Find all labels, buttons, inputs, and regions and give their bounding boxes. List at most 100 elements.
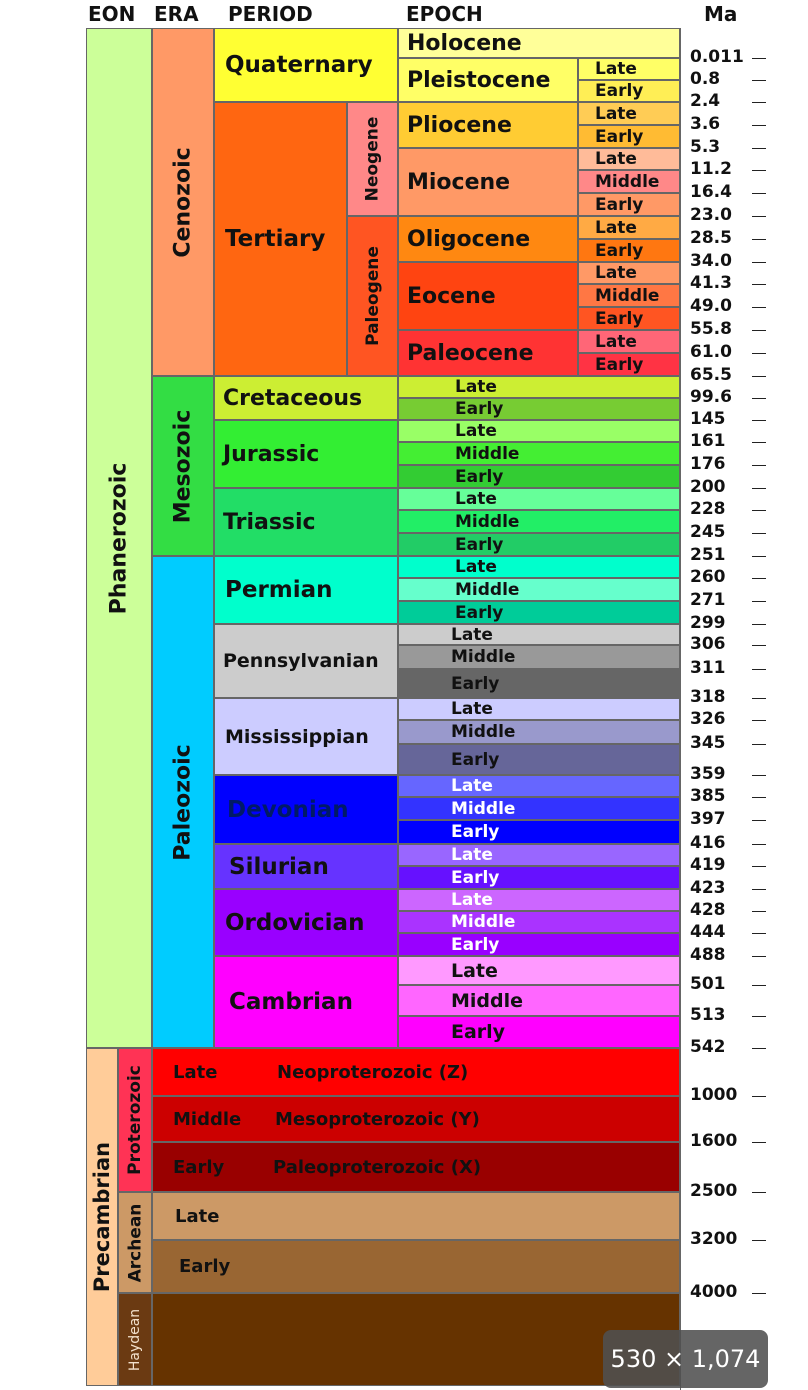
- epoch-holocene: Holocene: [398, 28, 680, 58]
- period-jurassic: Jurassic: [214, 420, 398, 488]
- stage-label: Early: [595, 126, 644, 147]
- ma-label: 326: [690, 709, 726, 729]
- subera-label: Neoproterozoic (Z): [277, 1061, 469, 1083]
- header-eon: EON: [88, 2, 136, 26]
- ma-label: 4000: [690, 1282, 738, 1302]
- stage-pleistocene-early: Early: [578, 80, 680, 102]
- era-label: Paleozoic: [170, 743, 196, 861]
- period-triassic: Triassic: [214, 488, 398, 556]
- period-pennsylvanian: Pennsylvanian: [214, 624, 398, 698]
- ma-label: 65.5: [690, 365, 732, 385]
- ma-tick: [752, 353, 766, 354]
- ma-tick: [752, 420, 766, 421]
- ma-tick: [752, 744, 766, 745]
- period-label: Cretaceous: [223, 385, 363, 411]
- stage-label: Late: [595, 263, 637, 283]
- stage-label: Middle: [451, 912, 516, 932]
- epoch-label: Pleistocene: [407, 67, 551, 93]
- period-permian: Permian: [214, 556, 398, 624]
- epoch-devonian-late: Late: [398, 775, 680, 797]
- eon-label: Phanerozoic: [106, 462, 132, 614]
- ma-tick: [752, 1192, 766, 1193]
- era-mesozoic: Mesozoic: [152, 376, 214, 556]
- ma-label: 306: [690, 634, 726, 654]
- stage-label: Middle: [451, 989, 524, 1012]
- epoch-triassic-late: Late: [398, 488, 680, 510]
- epoch-mississippian-early: Early: [398, 744, 680, 775]
- precambrian-row-paleoproterozoic: Early Paleoproterozoic (X): [152, 1142, 680, 1192]
- stage-oligocene-late: Late: [578, 216, 680, 239]
- stage-label: Early: [595, 240, 644, 261]
- epoch-pennsylvanian-early: Early: [398, 669, 680, 698]
- stage-paleocene-late: Late: [578, 330, 680, 353]
- ma-label: 55.8: [690, 319, 732, 339]
- epoch-jurassic-early: Early: [398, 465, 680, 488]
- period-label: Triassic: [223, 509, 316, 535]
- ma-label: 501: [690, 974, 726, 994]
- ma-tick: [752, 398, 766, 399]
- ma-tick: [752, 720, 766, 721]
- era-label: Cenozoic: [170, 146, 196, 258]
- epoch-ordovician-late: Late: [398, 889, 680, 911]
- era-proterozoic: Proterozoic: [118, 1048, 152, 1192]
- epoch-pennsylvanian-late: Late: [398, 624, 680, 645]
- epoch-label: Paleocene: [407, 340, 534, 366]
- period-quaternary: Quaternary: [214, 28, 398, 102]
- epoch-permian-middle: Middle: [398, 578, 680, 601]
- stage-label: Early: [173, 1156, 225, 1178]
- ma-label: 542: [690, 1037, 726, 1057]
- ma-label: 5.3: [690, 137, 721, 157]
- stage-label: Early: [455, 399, 504, 419]
- period-label: Jurassic: [223, 441, 320, 467]
- ma-label: 488: [690, 945, 726, 965]
- ma-label: 41.3: [690, 273, 732, 293]
- stage-label: Late: [455, 489, 497, 509]
- ma-label: 161: [690, 431, 726, 451]
- period-label: Tertiary: [225, 226, 326, 252]
- ma-tick: [752, 193, 766, 194]
- ma-tick: [752, 510, 766, 511]
- stage-label: Middle: [595, 285, 660, 306]
- stage-label: Early: [595, 194, 644, 215]
- ma-label: 200: [690, 477, 726, 497]
- stage-label: Early: [451, 822, 500, 842]
- ma-tick: [752, 307, 766, 308]
- stage-eocene-early: Early: [578, 307, 680, 330]
- epoch-pleistocene: Pleistocene: [398, 58, 578, 102]
- stage-label: Middle: [173, 1108, 242, 1130]
- period-ordovician: Ordovician: [214, 889, 398, 956]
- ma-label: 419: [690, 855, 726, 875]
- image-size-badge[interactable]: 530 × 1,074: [603, 1330, 768, 1388]
- stage-label: Late: [173, 1061, 218, 1083]
- ma-tick: [752, 866, 766, 867]
- stage-label: Middle: [455, 511, 520, 532]
- ma-tick: [752, 284, 766, 285]
- stage-label: Early: [179, 1256, 231, 1277]
- ma-tick: [752, 556, 766, 557]
- stage-label: Early: [455, 602, 504, 623]
- ma-tick: [752, 148, 766, 149]
- period-label: Permian: [225, 577, 333, 603]
- subera-label: Paleoproterozoic (X): [273, 1156, 482, 1178]
- stage-label: Middle: [451, 798, 516, 819]
- era-paleozoic: Paleozoic: [152, 556, 214, 1048]
- stage-label: Early: [595, 354, 644, 375]
- era-label: Archean: [125, 1203, 146, 1282]
- ma-tick: [752, 985, 766, 986]
- ma-tick: [752, 1293, 766, 1294]
- stage-label: Early: [451, 934, 500, 955]
- stage-label: Late: [175, 1205, 220, 1227]
- stage-label: Middle: [595, 171, 660, 192]
- stage-label: Early: [451, 673, 500, 694]
- stage-pliocene-early: Early: [578, 125, 680, 148]
- precambrian-row-archean-early: Early: [152, 1240, 680, 1293]
- epoch-cretaceous-late: Late: [398, 376, 680, 398]
- subera-label: Mesoproterozoic (Y): [275, 1108, 480, 1130]
- stage-label: Middle: [455, 579, 520, 600]
- epoch-mississippian-late: Late: [398, 698, 680, 720]
- image-size-text: 530 × 1,074: [610, 1345, 761, 1373]
- header-period: PERIOD: [228, 2, 313, 26]
- ma-label: 245: [690, 522, 726, 542]
- stage-label: Late: [451, 776, 493, 796]
- ma-label: 228: [690, 499, 726, 519]
